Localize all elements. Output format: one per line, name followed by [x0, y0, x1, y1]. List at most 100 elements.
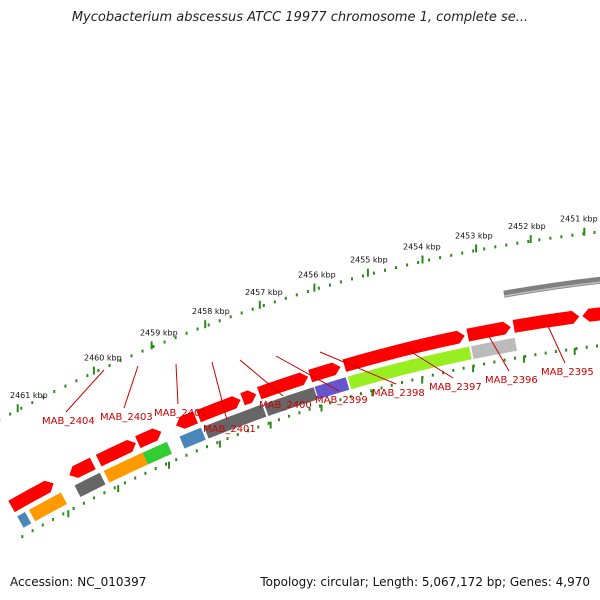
gene-arrow [240, 390, 257, 406]
cog-block [471, 337, 517, 359]
gene-arrow [176, 411, 198, 429]
inner-minor-tick [195, 449, 198, 453]
kbp-major-tick [583, 227, 586, 236]
gene-arrow [196, 396, 241, 423]
kbp-major-tick [150, 341, 153, 350]
inner-minor-tick [585, 345, 588, 349]
inner-minor-tick [41, 523, 44, 527]
inner-major-tick [117, 485, 120, 493]
gene-label: MAB_2398 [372, 388, 425, 399]
kbp-major-tick [204, 320, 207, 329]
kbp-minor-tick [560, 235, 563, 239]
kbp-minor-tick [538, 238, 541, 242]
cog-block [179, 427, 206, 449]
kbp-minor-tick [494, 245, 497, 249]
inner-minor-tick [534, 353, 537, 357]
kbp-minor-tick [64, 384, 67, 388]
inner-minor-tick [370, 389, 373, 393]
inner-minor-tick [216, 441, 219, 445]
inner-minor-tick [503, 358, 506, 362]
kbp-minor-tick [273, 300, 276, 304]
gene-label-leader [547, 325, 566, 364]
kbp-minor-tick [306, 290, 309, 293]
inner-minor-tick [288, 414, 291, 418]
kbp-minor-tick [428, 258, 431, 262]
cog-block [17, 512, 32, 528]
inner-major-tick [371, 389, 374, 397]
inner-minor-tick [21, 535, 24, 539]
inner-minor-tick [62, 512, 65, 516]
cog-block [264, 387, 318, 416]
inner-minor-tick [390, 383, 393, 387]
inner-major-tick [522, 355, 525, 363]
inner-minor-tick [185, 453, 188, 457]
kbp-label: 2456 kbp [298, 271, 336, 280]
inner-minor-tick [401, 381, 403, 385]
genome-summary: Topology: circular; Length: 5,067,172 bp… [260, 575, 590, 589]
kbp-minor-tick [417, 261, 420, 264]
gene-label-leader [399, 344, 454, 379]
inner-minor-tick [360, 392, 362, 396]
kbp-label: 2457 kbp [245, 288, 283, 297]
kbp-label: 2460 kbp [84, 354, 122, 363]
inner-minor-tick [113, 486, 116, 490]
gene-label: MAB_2396 [485, 375, 538, 386]
gene-arrow [582, 307, 600, 322]
cog-block [28, 492, 67, 522]
kbp-minor-tick [218, 319, 221, 323]
kbp-minor-tick [472, 249, 475, 253]
kbp-minor-tick [9, 412, 12, 416]
kbp-major-tick [421, 255, 424, 264]
kbp-minor-tick [395, 266, 397, 270]
kbp-minor-tick [461, 251, 464, 255]
inner-minor-tick [134, 476, 137, 480]
gene-label-leader [319, 351, 397, 385]
gene-label: MAB_2401 [203, 424, 256, 435]
gene-arrow [135, 428, 162, 449]
inner-minor-tick [31, 529, 34, 533]
kbp-minor-tick [53, 390, 56, 393]
gene-label-leader [123, 365, 139, 409]
kbp-label: 2453 kbp [455, 231, 493, 240]
inner-minor-tick [565, 348, 568, 352]
kbp-minor-tick [317, 286, 320, 290]
inner-minor-tick [257, 425, 260, 429]
cog-block [314, 377, 350, 400]
kbp-major-tick [366, 268, 369, 277]
kbp-minor-tick [483, 247, 486, 251]
inner-major-tick [168, 461, 170, 469]
inner-minor-tick [175, 458, 178, 462]
kbp-minor-tick [516, 241, 519, 245]
inner-minor-tick [82, 501, 85, 505]
cog-block [347, 346, 472, 390]
kbp-minor-tick [439, 256, 442, 260]
inner-minor-tick [462, 366, 465, 370]
kbp-minor-tick [571, 233, 574, 237]
backbone-highlight [504, 281, 600, 297]
gene-label: MAB_2403 [100, 412, 153, 423]
inner-minor-tick [165, 462, 167, 466]
inner-minor-tick [544, 351, 547, 355]
gene-label-leader [175, 363, 179, 405]
kbp-minor-tick [450, 253, 453, 257]
inner-minor-tick [298, 411, 301, 415]
kbp-label: 2451 kbp [560, 215, 598, 224]
map-title: Mycobacterium abscessus ATCC 19977 chrom… [71, 10, 529, 25]
kbp-major-tick [92, 366, 95, 375]
gene-label-leader [211, 361, 228, 421]
kbp-minor-tick [20, 406, 23, 410]
kbp-minor-tick [406, 263, 409, 267]
gene-label-leader [275, 355, 340, 392]
kbp-minor-tick [108, 364, 111, 367]
inner-major-tick [67, 510, 70, 518]
gene-arrow [512, 310, 580, 333]
kbp-minor-tick [141, 349, 144, 353]
inner-minor-tick [349, 395, 352, 399]
kbp-minor-tick [152, 345, 155, 348]
inner-minor-tick [452, 368, 455, 372]
kbp-minor-tick [207, 323, 210, 327]
kbp-major-tick [475, 244, 478, 253]
gene-arrow [257, 372, 309, 400]
inner-minor-tick [431, 373, 434, 377]
kbp-minor-tick [505, 243, 508, 247]
